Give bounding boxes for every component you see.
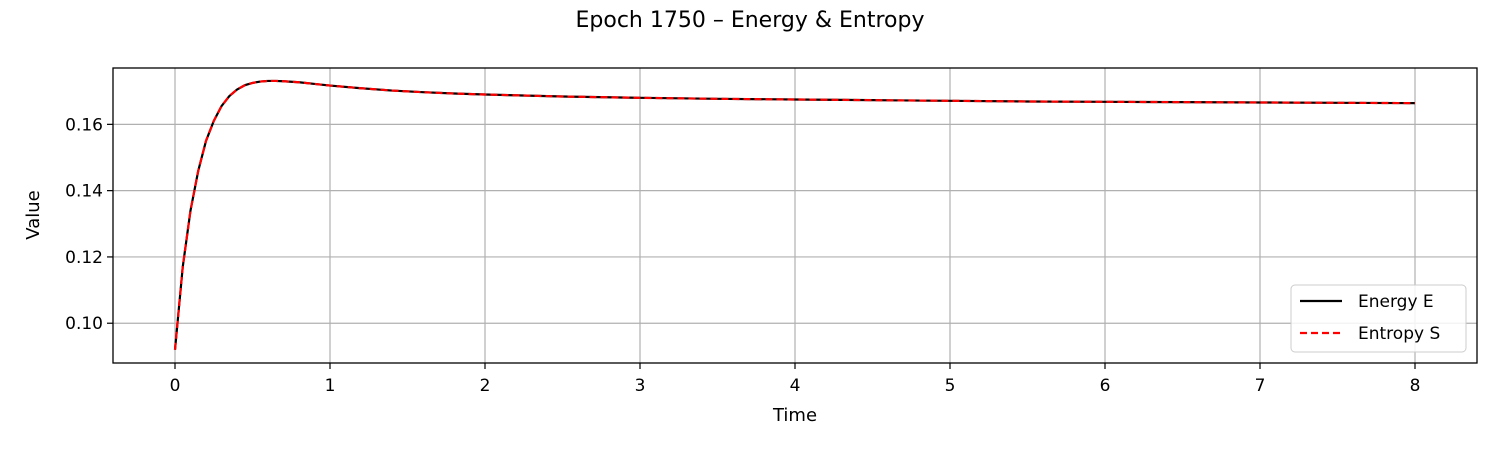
- x-tick-label: 4: [790, 376, 801, 396]
- x-tick-label: 5: [945, 376, 956, 396]
- x-axis: 0 1 2 3 4 5 6 7 8: [170, 363, 1421, 396]
- x-tick-label: 3: [635, 376, 646, 396]
- x-tick-label: 1: [325, 376, 336, 396]
- legend-label-energy: Energy E: [1358, 292, 1434, 312]
- y-tick-label: 0.12: [65, 248, 103, 268]
- x-tick-label: 7: [1255, 376, 1266, 396]
- y-tick-label: 0.14: [65, 182, 103, 202]
- x-tick-label: 2: [480, 376, 491, 396]
- legend: Energy E Entropy S: [1290, 284, 1467, 353]
- grid: [113, 68, 1477, 363]
- y-tick-label: 0.10: [65, 314, 103, 334]
- y-tick-label: 0.16: [65, 115, 103, 135]
- y-axis-label: Value: [23, 190, 44, 239]
- x-tick-label: 8: [1410, 376, 1421, 396]
- series-line-entropy: [173, 79, 1416, 350]
- y-axis: 0.10 0.12 0.14 0.16: [65, 115, 113, 334]
- x-tick-label: 6: [1100, 376, 1111, 396]
- x-axis-label: Time: [772, 405, 817, 426]
- chart-title: Epoch 1750 – Energy & Entropy: [576, 8, 925, 33]
- series-layer: [173, 79, 1416, 350]
- legend-label-entropy: Entropy S: [1358, 324, 1440, 344]
- x-tick-label: 0: [170, 376, 181, 396]
